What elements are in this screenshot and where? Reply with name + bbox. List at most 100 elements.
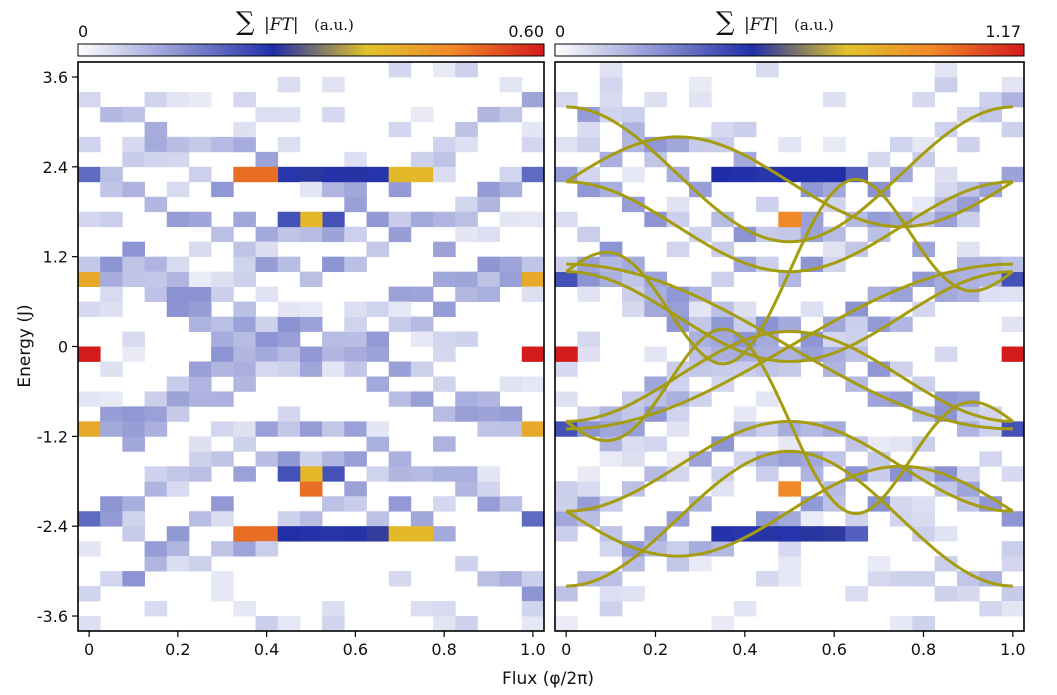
left-colorbar-unit: (a.u.) xyxy=(314,16,354,34)
heatmap-cell xyxy=(912,151,936,168)
y-tick-label: 2.4 xyxy=(43,158,68,177)
heatmap-cell xyxy=(733,361,757,377)
heatmap-cell xyxy=(934,196,958,213)
heatmap-cell xyxy=(666,241,690,258)
heatmap-cell xyxy=(211,586,234,602)
heatmap-cell xyxy=(388,166,412,183)
x-tick-label: 0.2 xyxy=(643,640,668,659)
heatmap-cell xyxy=(122,406,145,422)
heatmap-cell xyxy=(100,211,123,228)
y-tick-label: -3.6 xyxy=(37,607,68,626)
heatmap-cell xyxy=(521,256,544,273)
heatmap-cell xyxy=(477,466,501,482)
heatmap-cell xyxy=(344,481,367,497)
heatmap-cell xyxy=(778,541,802,557)
left-colorbar-title: ∑ |FT| (a.u.) xyxy=(236,7,354,37)
heatmap-cell xyxy=(599,586,623,602)
heatmap-cell xyxy=(211,541,234,557)
heatmap-cell xyxy=(322,166,345,183)
right-colorbar-expr: |FT| xyxy=(744,15,779,35)
right-plot-frame xyxy=(554,61,1025,632)
heatmap-cell xyxy=(166,271,190,287)
heatmap-cell xyxy=(100,301,123,317)
heatmap-cell xyxy=(890,136,913,153)
heatmap-cell xyxy=(499,76,523,93)
heatmap-cell xyxy=(778,436,802,452)
heatmap-cell xyxy=(78,421,101,437)
right-colorbar-unit: (a.u.) xyxy=(794,16,834,34)
heatmap-cell xyxy=(144,256,168,273)
heatmap-cell xyxy=(144,286,168,302)
heatmap-cell xyxy=(934,391,958,407)
heatmap-cell xyxy=(555,526,578,542)
heatmap-cell xyxy=(711,331,735,347)
heatmap-cell xyxy=(622,436,645,452)
heatmap-cell xyxy=(555,211,578,228)
heatmap-cell xyxy=(211,226,234,243)
heatmap-cell xyxy=(166,301,190,317)
heatmap-cell xyxy=(144,556,168,572)
heatmap-cell xyxy=(433,406,456,422)
heatmap-cell xyxy=(477,421,501,437)
heatmap-cell xyxy=(166,211,190,228)
heatmap-cell xyxy=(144,271,168,287)
heatmap-cell xyxy=(477,196,501,213)
heatmap-cell xyxy=(211,316,234,332)
heatmap-cell xyxy=(78,211,101,228)
heatmap-cell xyxy=(433,376,456,392)
heatmap-cell xyxy=(233,376,256,392)
heatmap-cell xyxy=(299,316,323,332)
heatmap-cell xyxy=(1001,466,1024,482)
heatmap-cell xyxy=(455,196,478,213)
heatmap-cell xyxy=(499,271,523,287)
heatmap-cell xyxy=(644,436,668,452)
heatmap-cell xyxy=(689,91,712,108)
heatmap-cell xyxy=(689,181,712,198)
left-colorbar-expr: |FT| xyxy=(264,15,299,35)
x-tick-label: 1.0 xyxy=(1000,640,1025,659)
heatmap-cell xyxy=(233,121,256,138)
heatmap-cell xyxy=(366,421,390,437)
heatmap-cell xyxy=(1001,166,1024,183)
heatmap-cell xyxy=(499,106,523,123)
heatmap-cell xyxy=(499,421,523,437)
heatmap-cell xyxy=(322,601,345,617)
heatmap-cell xyxy=(388,526,412,542)
heatmap-cell xyxy=(521,601,544,617)
y-tick-label: 3.6 xyxy=(43,68,68,87)
heatmap-cell xyxy=(166,481,190,497)
heatmap-cell xyxy=(622,121,645,138)
heatmap-cell xyxy=(477,496,501,512)
heatmap-cell xyxy=(211,331,234,347)
heatmap-cell xyxy=(322,181,345,198)
band-curve xyxy=(565,327,1014,516)
heatmap-cell xyxy=(499,376,523,392)
heatmap-cell xyxy=(521,571,544,587)
right-panel: 0 ∑ |FT| (a.u.) 1.17 0 0.2 0.4 0.6 0.8 1.0 xyxy=(554,7,1026,659)
heatmap-cell xyxy=(477,256,501,273)
heatmap-cell xyxy=(912,196,936,213)
left-heatmap xyxy=(78,62,544,631)
heatmap-cell xyxy=(166,406,190,422)
heatmap-cell xyxy=(166,541,190,557)
heatmap-cell xyxy=(778,481,802,497)
heatmap-cell xyxy=(211,181,234,198)
heatmap-cell xyxy=(122,106,145,123)
heatmap-cell xyxy=(344,496,367,512)
heatmap-cell xyxy=(711,166,735,183)
heatmap-cell xyxy=(577,136,601,153)
heatmap-cell xyxy=(144,196,168,213)
right-colorbar-title: ∑ |FT| (a.u.) xyxy=(716,7,834,37)
y-tick-label: -1.2 xyxy=(37,427,68,446)
heatmap-cell xyxy=(277,166,301,183)
heatmap-cell xyxy=(622,166,645,183)
heatmap-cell xyxy=(166,286,190,302)
heatmap-cell xyxy=(499,181,523,198)
heatmap-cell xyxy=(666,466,690,482)
heatmap-cell xyxy=(555,136,578,153)
heatmap-cell xyxy=(366,436,390,452)
heatmap-cell xyxy=(277,346,301,362)
heatmap-cell xyxy=(433,271,456,287)
heatmap-cell xyxy=(255,226,279,243)
heatmap-cell xyxy=(979,601,1003,617)
